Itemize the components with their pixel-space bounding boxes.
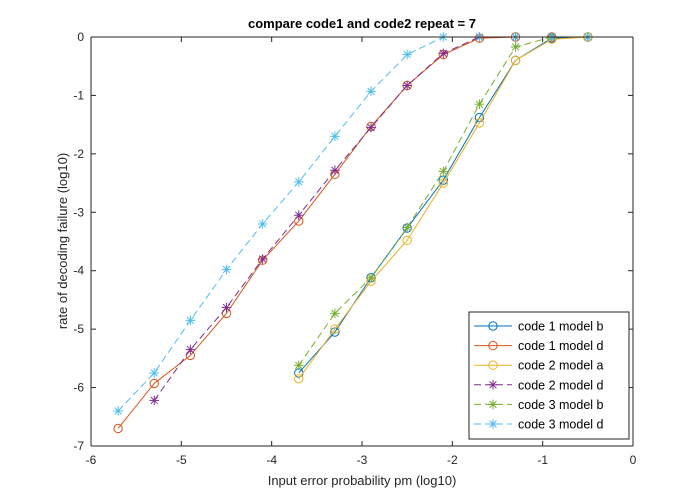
data-point (221, 264, 232, 275)
x-tick-label: -2 (447, 453, 458, 467)
legend: code 1 model b code 1 model d code 2 model… (468, 311, 630, 440)
data-point (149, 378, 159, 389)
data-point (113, 406, 123, 416)
x-tick-label: -3 (357, 453, 368, 467)
y-tick-label: -2 (73, 147, 84, 161)
legend-item: code 1 model d (474, 339, 604, 353)
data-point (294, 374, 304, 384)
legend-label: code 3 model d (518, 418, 604, 432)
data-point (402, 222, 412, 233)
legend-label: code 1 model d (518, 339, 604, 353)
y-tick-label: -3 (73, 205, 84, 219)
legend-item: code 1 model b (474, 320, 604, 334)
y-axis-label: rate of decoding failure (log10) (55, 153, 70, 329)
x-axis-label: Input error probability pm (log10) (268, 473, 457, 488)
series-line (298, 36, 588, 380)
data-point (510, 55, 521, 66)
data-point (474, 112, 485, 123)
legend-marker (488, 360, 498, 370)
data-point (330, 324, 340, 334)
x-tick-label: -4 (266, 453, 277, 467)
y-tick-label: -7 (73, 439, 84, 453)
x-tick-label: -5 (176, 453, 187, 467)
legend-marker (488, 380, 498, 390)
legend-marker (488, 419, 498, 429)
data-point (293, 360, 304, 371)
ticks-layer: -6 -5 -4 -3 -2 -1 0-7-6-5-4-3-2-10 (73, 30, 636, 467)
y-tick-label: 0 (77, 30, 84, 44)
legend-item: code 2 model d (474, 378, 604, 392)
data-point (257, 219, 268, 229)
data-point (330, 131, 340, 142)
x-tick-label: 0 (630, 453, 637, 467)
data-point (438, 48, 449, 59)
data-point (474, 118, 485, 128)
y-tick-label: -5 (73, 322, 84, 336)
data-point (510, 42, 521, 52)
data-point (366, 122, 376, 133)
legend-item: code 2 model a (474, 359, 604, 373)
legend-label: code 2 model a (518, 359, 604, 373)
data-point (149, 395, 160, 406)
data-point (330, 327, 340, 337)
data-point (402, 235, 412, 246)
data-point (330, 308, 340, 319)
legend-box (468, 311, 630, 440)
y-tick-label: -6 (73, 381, 84, 395)
legend-item: code 3 model b (474, 398, 604, 412)
data-point (474, 99, 485, 109)
data-point (113, 423, 123, 434)
x-tick-label: -1 (537, 453, 548, 467)
data-point (221, 302, 232, 313)
x-tick-label: -6 (86, 453, 97, 467)
data-point (185, 315, 196, 326)
legend-items: code 1 model b code 1 model d code 2 model… (474, 320, 604, 432)
data-point (293, 210, 304, 221)
y-tick-label: -4 (73, 264, 84, 278)
legend-marker (488, 340, 498, 351)
data-point (293, 177, 304, 187)
legend-label: code 2 model d (518, 378, 604, 392)
data-point (438, 178, 448, 188)
data-point (366, 272, 376, 283)
legend-label: code 3 model b (518, 398, 604, 412)
data-point (402, 80, 412, 91)
y-tick-label: -1 (73, 88, 84, 102)
data-point (438, 166, 449, 177)
data-point (257, 254, 268, 264)
data-point (185, 344, 196, 355)
legend-marker (488, 399, 498, 410)
legend-label: code 1 model b (518, 320, 604, 334)
legend-item: code 3 model d (474, 418, 604, 432)
legend-marker (488, 321, 498, 331)
data-point (149, 368, 160, 378)
data-point (402, 49, 412, 60)
chart-title: compare code1 and code2 repeat = 7 (248, 16, 476, 31)
data-point (330, 165, 340, 176)
data-point (366, 86, 376, 97)
